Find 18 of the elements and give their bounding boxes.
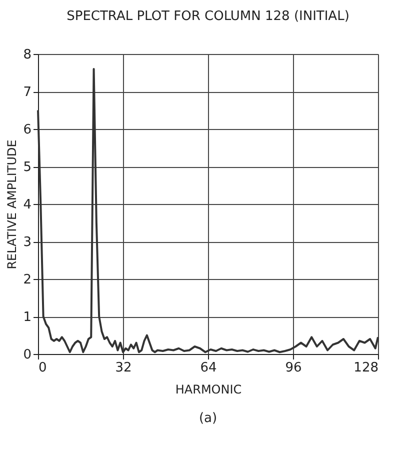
x-tick-label: 32 [115, 360, 132, 376]
y-tick-label: 7 [23, 85, 32, 100]
y-tick-label: 3 [23, 235, 32, 250]
x-tick-label: 64 [200, 360, 217, 376]
x-tick-label: 0 [38, 360, 47, 376]
x-tick-label: 128 [354, 360, 378, 376]
y-tick-label: 6 [23, 122, 32, 138]
x-axis-title: HARMONIC [175, 382, 242, 396]
text: (a) [198, 411, 218, 426]
y-tick-label: 0 [23, 348, 32, 362]
y-tick-label: 8 [23, 48, 32, 62]
y-tick-label: 5 [23, 160, 32, 175]
y-axis-title: RELATIVE AMPLITUDE [5, 140, 20, 270]
y-tick-label: 4 [23, 198, 32, 212]
y-tick-label: 1 [23, 310, 32, 325]
x-tick-label: 96 [285, 360, 302, 376]
chart-title: SPECTRAL PLOT FOR COLUMN 128 (INITIAL) [66, 9, 350, 24]
y-tick-label: 2 [23, 272, 32, 288]
